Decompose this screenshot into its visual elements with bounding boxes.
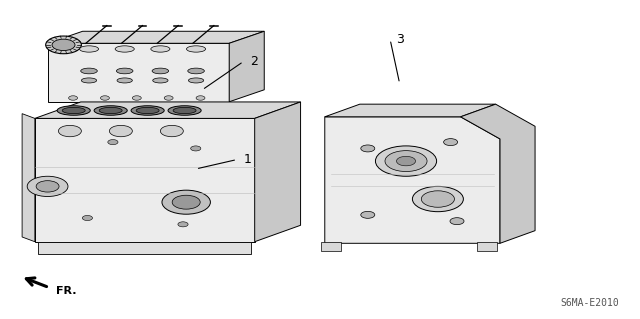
- Circle shape: [164, 96, 173, 100]
- Circle shape: [100, 96, 109, 100]
- Polygon shape: [47, 43, 229, 102]
- Circle shape: [361, 145, 375, 152]
- Ellipse shape: [117, 78, 132, 83]
- Polygon shape: [47, 31, 264, 43]
- Ellipse shape: [153, 78, 168, 83]
- Circle shape: [361, 211, 375, 218]
- Text: S6MA-E2010: S6MA-E2010: [561, 298, 620, 308]
- Circle shape: [376, 146, 436, 176]
- Polygon shape: [324, 104, 495, 117]
- Ellipse shape: [173, 107, 196, 114]
- Ellipse shape: [186, 46, 205, 52]
- Text: 3: 3: [396, 33, 404, 46]
- Circle shape: [52, 39, 75, 50]
- Polygon shape: [38, 242, 252, 254]
- Circle shape: [385, 151, 427, 172]
- Bar: [321, 242, 341, 251]
- Circle shape: [162, 190, 211, 214]
- Circle shape: [83, 215, 93, 220]
- Ellipse shape: [94, 106, 127, 115]
- Circle shape: [45, 36, 81, 54]
- Ellipse shape: [79, 46, 99, 52]
- Ellipse shape: [136, 107, 159, 114]
- Polygon shape: [255, 102, 301, 242]
- Ellipse shape: [151, 46, 170, 52]
- Circle shape: [196, 96, 205, 100]
- Circle shape: [109, 125, 132, 137]
- Polygon shape: [324, 117, 500, 243]
- Ellipse shape: [81, 78, 97, 83]
- Circle shape: [421, 191, 454, 207]
- Ellipse shape: [62, 107, 85, 114]
- Ellipse shape: [116, 68, 133, 74]
- Ellipse shape: [168, 106, 201, 115]
- Polygon shape: [35, 102, 301, 118]
- Ellipse shape: [188, 68, 204, 74]
- Circle shape: [191, 146, 201, 151]
- Circle shape: [161, 125, 183, 137]
- Ellipse shape: [81, 68, 97, 74]
- Circle shape: [172, 195, 200, 209]
- Text: FR.: FR.: [56, 286, 76, 296]
- Polygon shape: [229, 31, 264, 102]
- Ellipse shape: [57, 106, 90, 115]
- Circle shape: [412, 186, 463, 212]
- Bar: [477, 242, 497, 251]
- Circle shape: [68, 96, 77, 100]
- Ellipse shape: [131, 106, 164, 115]
- Polygon shape: [461, 104, 535, 243]
- Circle shape: [132, 96, 141, 100]
- Circle shape: [27, 176, 68, 197]
- Circle shape: [36, 181, 59, 192]
- Ellipse shape: [152, 68, 169, 74]
- Ellipse shape: [99, 107, 122, 114]
- Ellipse shape: [115, 46, 134, 52]
- Ellipse shape: [188, 78, 204, 83]
- Circle shape: [444, 139, 458, 145]
- Polygon shape: [22, 114, 35, 242]
- Text: 1: 1: [244, 153, 252, 166]
- Text: 2: 2: [250, 55, 258, 68]
- Circle shape: [396, 156, 415, 166]
- Polygon shape: [35, 118, 255, 242]
- Circle shape: [178, 222, 188, 227]
- Circle shape: [108, 140, 118, 145]
- Circle shape: [450, 218, 464, 225]
- Circle shape: [58, 125, 81, 137]
